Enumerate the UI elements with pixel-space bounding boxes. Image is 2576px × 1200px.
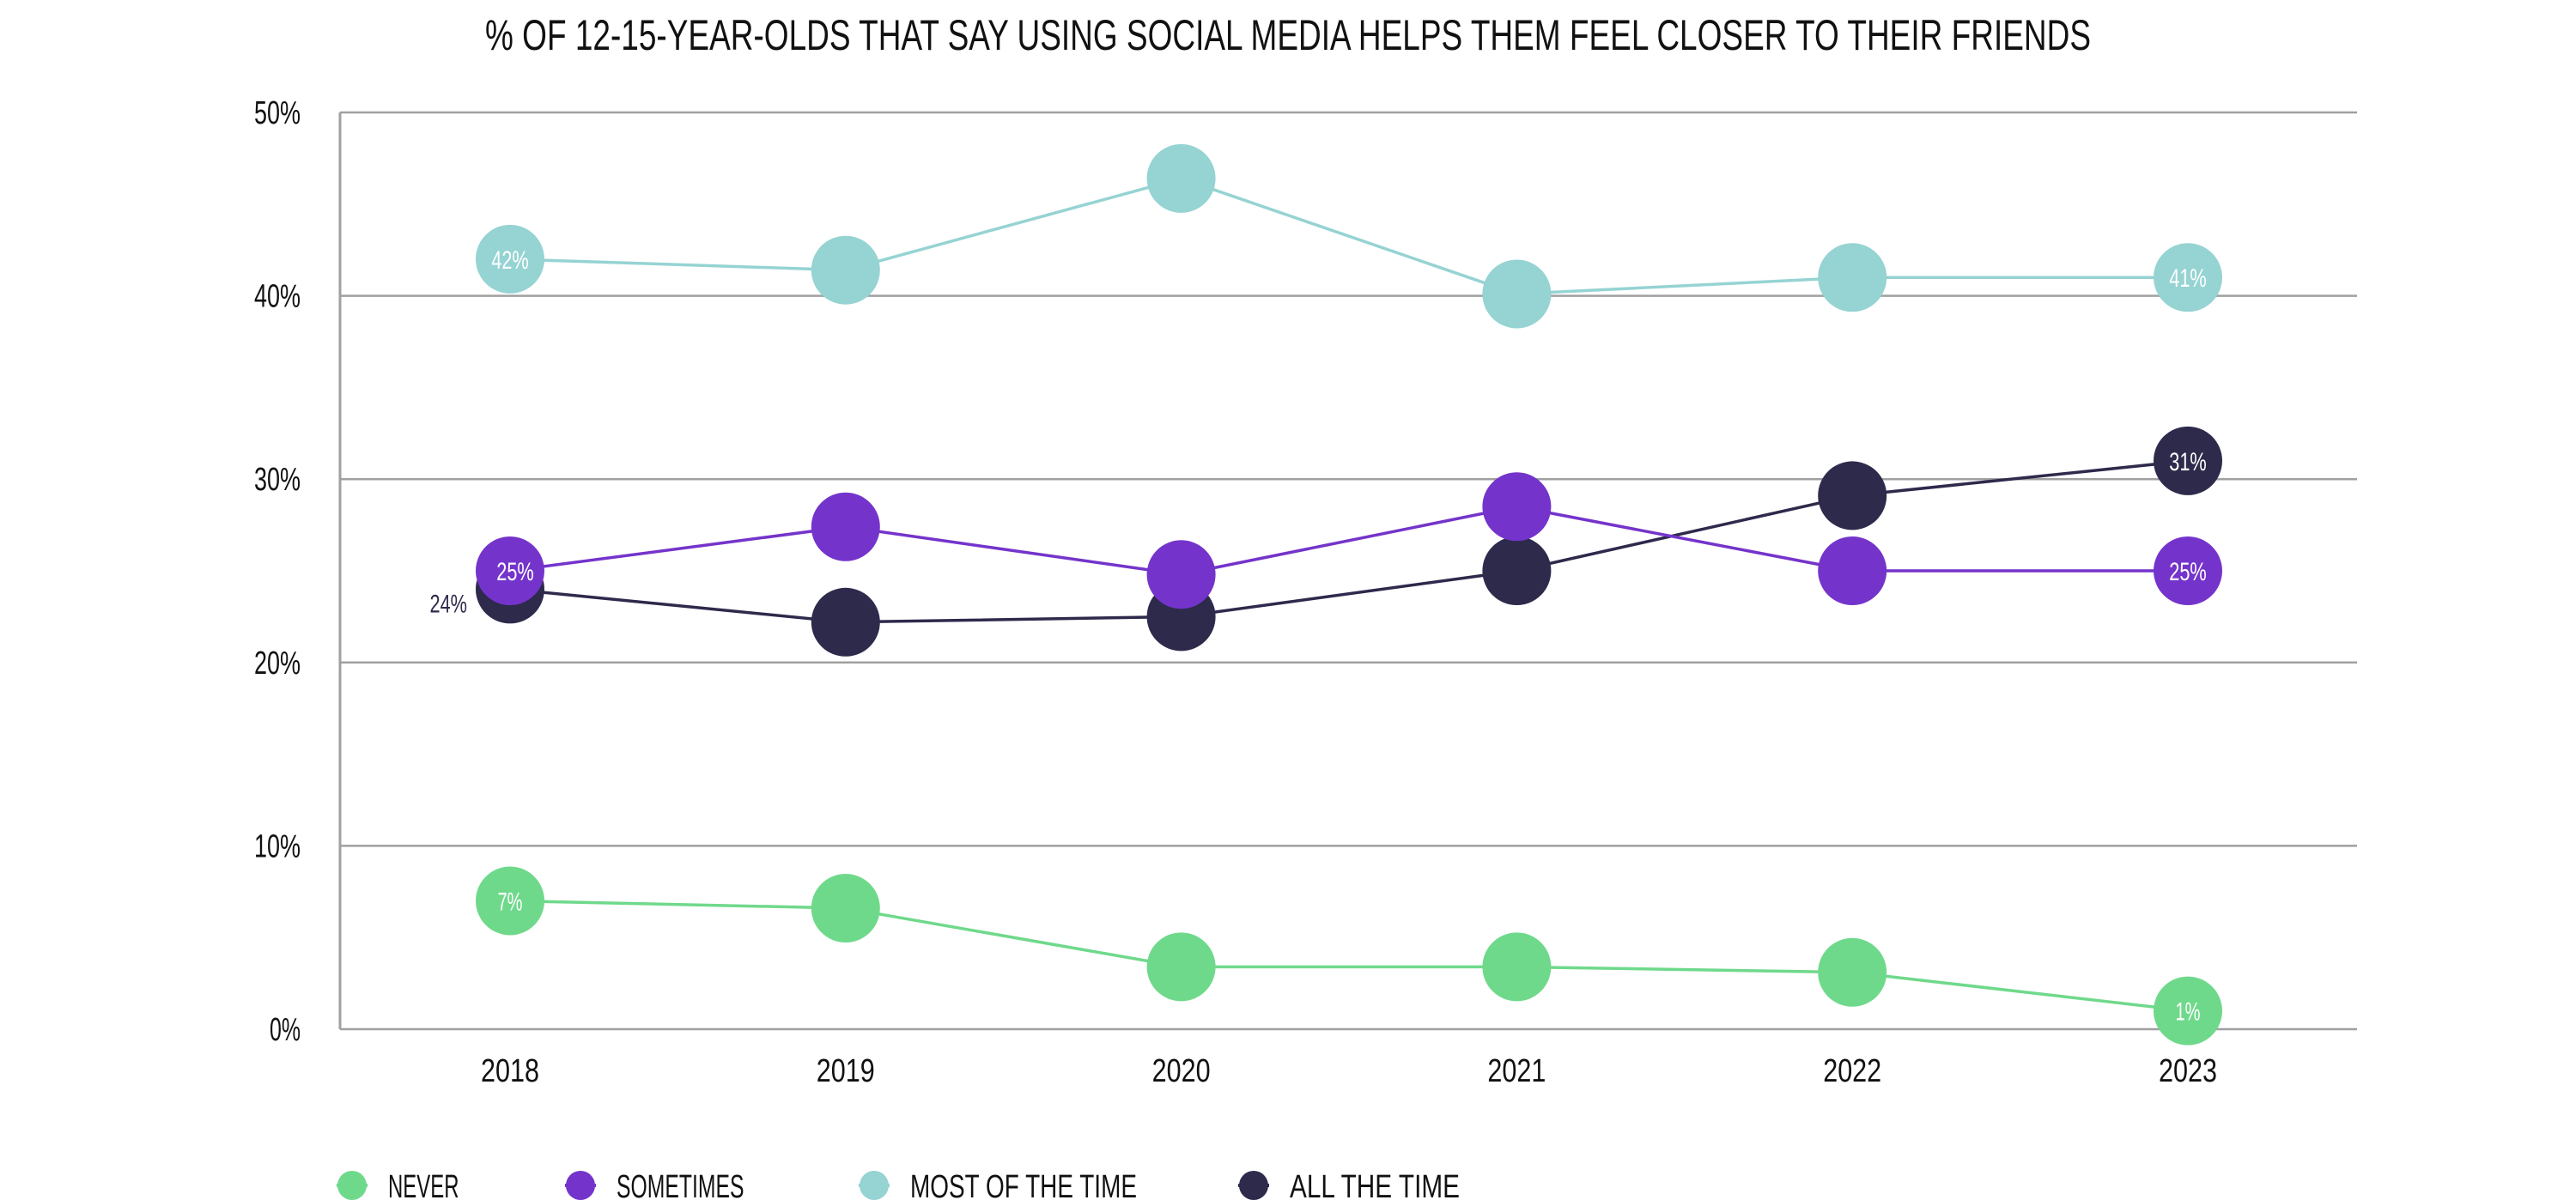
data-point: [1146, 932, 1216, 1002]
data-point: [1818, 536, 1887, 605]
data-point: [1482, 536, 1552, 605]
data-point: [811, 587, 880, 657]
data-label: 41%: [2169, 264, 2207, 293]
legend-marker: [337, 1171, 367, 1200]
data-label: 31%: [2169, 448, 2207, 476]
data-point: [1482, 472, 1552, 542]
y-axis-ticks: 0% 10% 20% 30% 40% 50%: [254, 95, 301, 1048]
data-label: 42%: [491, 246, 529, 275]
legend-item-never: NEVER: [337, 1169, 459, 1200]
data-point: [1818, 243, 1887, 312]
data-point: [476, 866, 544, 936]
data-point: [1146, 540, 1216, 609]
x-tick-label: 2020: [1152, 1053, 1211, 1089]
gridlines: [338, 111, 2357, 1031]
y-tick-label: 10%: [254, 828, 301, 864]
data-point: [811, 492, 880, 561]
data-point: [1482, 932, 1552, 1002]
legend-marker: [1239, 1171, 1268, 1200]
legend-item-all-the-time: ALL THE TIME: [1238, 1169, 1460, 1200]
series-never: 7% 1%: [476, 866, 2222, 1045]
x-axis-ticks: 2018 2019 2020 2021 2022 2023: [481, 1053, 2217, 1089]
series-line: [509, 899, 2189, 1013]
series-line: [509, 459, 2189, 624]
y-tick-label: 0%: [270, 1012, 301, 1048]
data-point: [476, 536, 544, 605]
legend-label: NEVER: [388, 1169, 459, 1200]
series-layer: 24% 31% 7% 1% 25% 25% 42% 41%: [430, 143, 2222, 1045]
x-tick-label: 2018: [481, 1053, 539, 1089]
data-point: [2154, 976, 2222, 1045]
chart-title: % OF 12-15-YEAR-OLDS THAT SAY USING SOCI…: [485, 11, 2091, 59]
legend: NEVER SOMETIMES MOST OF THE TIME ALL THE TI…: [337, 1169, 1460, 1200]
data-point: [2154, 426, 2222, 495]
data-label: 1%: [2176, 998, 2201, 1027]
data-label: 25%: [2169, 558, 2207, 586]
x-tick-label: 2019: [817, 1053, 875, 1089]
y-tick-label: 40%: [254, 279, 301, 315]
y-tick-label: 30%: [254, 462, 301, 498]
data-point: [2154, 536, 2222, 605]
legend-marker: [860, 1171, 889, 1200]
series-most-of-the-time: 42% 41%: [476, 143, 2222, 329]
data-point: [1818, 937, 1887, 1007]
data-label: 24%: [430, 590, 468, 618]
data-point: [1818, 461, 1887, 530]
x-tick-label: 2022: [1823, 1053, 1881, 1089]
series-line: [509, 505, 2188, 577]
y-tick-label: 50%: [254, 95, 301, 131]
data-point: [1482, 259, 1552, 329]
x-tick-label: 2021: [1487, 1053, 1546, 1089]
data-point: [476, 224, 544, 294]
series-sometimes: 25% 25%: [476, 472, 2222, 609]
data-point: [2154, 243, 2222, 312]
legend-item-sometimes: SOMETIMES: [565, 1169, 744, 1200]
series-line: [509, 177, 2188, 296]
legend-item-most-of-the-time: MOST OF THE TIME: [859, 1169, 1137, 1200]
data-label: 7%: [498, 888, 523, 916]
x-tick-label: 2023: [2159, 1053, 2217, 1089]
legend-marker: [566, 1171, 595, 1200]
legend-label: ALL THE TIME: [1290, 1169, 1460, 1200]
legend-label: MOST OF THE TIME: [910, 1169, 1137, 1200]
legend-label: SOMETIMES: [617, 1169, 744, 1200]
y-tick-label: 20%: [254, 645, 301, 682]
data-label: 25%: [496, 558, 534, 586]
series-all-the-time: 24% 31%: [430, 426, 2222, 657]
data-point: [1146, 143, 1216, 213]
data-point: [811, 874, 880, 943]
data-point: [811, 235, 880, 305]
